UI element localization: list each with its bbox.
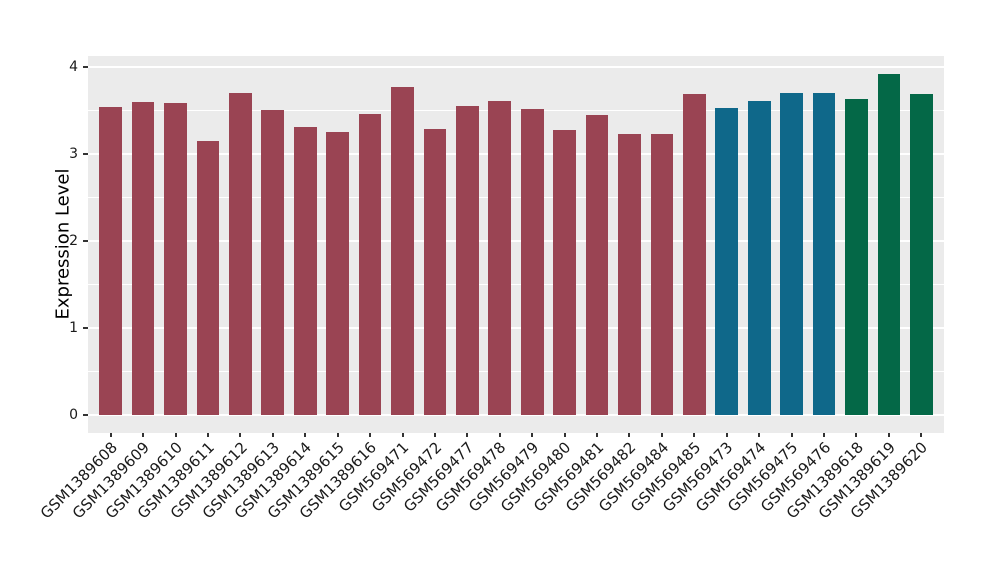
x-tick-label: GSM1389618 [782,438,867,523]
x-tick-mark [758,433,761,437]
x-tick-mark [433,433,436,437]
bar-GSM1389612 [229,92,252,415]
x-tick-label: GSM569485 [627,438,705,516]
bar-GSM569485 [682,94,706,415]
x-tick-label: GSM569475 [724,438,802,516]
bar-GSM569479 [520,109,544,415]
bar-GSM569481 [585,115,609,415]
x-tick-label: GSM569481 [529,438,608,516]
x-tick-mark [174,433,177,437]
bar-GSM1389609 [131,102,155,415]
x-tick-mark [109,433,112,437]
x-tick-label: GSM1389610 [101,438,186,523]
major-gridline [88,153,944,156]
x-tick-label: GSM569478 [432,438,510,516]
x-tick-label: GSM569484 [594,438,672,516]
bar-GSM1389616 [358,113,382,415]
x-tick-mark [466,433,469,437]
x-tick-label: GSM1389612 [166,438,251,523]
y-tick-label: 4 [69,59,78,76]
bar-GSM569475 [780,92,803,415]
bar-GSM1389619 [877,74,901,415]
bar-GSM569480 [553,130,576,415]
minor-gridline [88,283,944,285]
x-tick-label: GSM569473 [659,438,737,516]
major-gridline [88,413,944,416]
bar-GSM1389610 [164,103,187,415]
bar-GSM1389614 [293,126,317,415]
x-tick-label: GSM569480 [497,438,575,516]
bar-GSM569478 [488,101,512,415]
x-tick-mark [336,433,339,437]
major-gridline [88,66,944,69]
x-tick-mark [304,433,307,437]
bar-GSM569474 [747,100,771,415]
x-tick-mark [628,433,631,437]
x-tick-label: GSM1389609 [69,438,154,523]
x-tick-label: GSM569474 [691,438,770,516]
x-tick-label: GSM1389620 [847,438,932,523]
x-tick-label: GSM1389619 [814,438,899,523]
bar-GSM1389613 [261,110,285,415]
x-tick-mark [855,433,858,437]
x-tick-label: GSM1389614 [231,438,316,523]
x-tick-label: GSM569471 [335,438,413,516]
y-tick-label: 3 [69,146,78,163]
x-tick-mark [596,433,599,437]
x-tick-label: GSM569476 [756,438,835,516]
x-tick-mark [660,433,663,437]
y-axis-title: Expression Level [52,168,74,320]
x-tick-mark [563,433,566,437]
x-tick-mark [693,433,696,437]
bar-GSM569472 [423,129,447,415]
x-tick-label: GSM569479 [464,438,543,516]
x-tick-mark [920,433,923,437]
bar-GSM1389620 [909,94,933,415]
bar-GSM569473 [715,107,739,415]
x-tick-label: GSM569472 [367,438,445,516]
x-tick-mark [823,433,826,437]
bar-GSM1389608 [99,106,123,415]
x-tick-label: GSM1389613 [198,438,283,523]
bar-GSM1389611 [196,140,220,415]
x-tick-label: GSM1389616 [296,438,381,523]
major-gridline [88,326,944,329]
x-tick-label: GSM1389615 [263,438,348,523]
x-tick-mark [498,433,501,437]
x-tick-label: GSM1389611 [133,438,219,523]
x-tick-mark [725,433,728,437]
x-tick-mark [401,433,404,437]
x-tick-label: GSM569482 [562,438,640,516]
x-tick-mark [531,433,534,437]
bar-GSM569471 [391,86,414,415]
bar-GSM1389618 [845,98,868,415]
bar-GSM569476 [812,92,836,415]
bar-GSM569477 [456,105,479,415]
y-tick-label: 0 [69,406,78,423]
plot-panel [88,56,944,433]
minor-gridline [88,110,944,112]
x-tick-mark [142,433,145,437]
minor-gridline [88,370,944,372]
x-tick-mark [790,433,793,437]
x-tick-label: GSM1389608 [36,438,121,523]
x-tick-mark [271,433,274,437]
x-tick-mark [239,433,242,437]
bar-GSM569484 [650,134,674,415]
x-tick-label: GSM569477 [400,438,478,516]
bar-GSM569482 [618,134,641,415]
x-tick-mark [206,433,209,437]
major-gridline [88,240,944,243]
bar-GSM1389615 [326,131,349,415]
minor-gridline [88,197,944,199]
y-tick-label: 1 [69,319,78,336]
x-tick-mark [887,433,890,437]
x-tick-mark [369,433,372,437]
